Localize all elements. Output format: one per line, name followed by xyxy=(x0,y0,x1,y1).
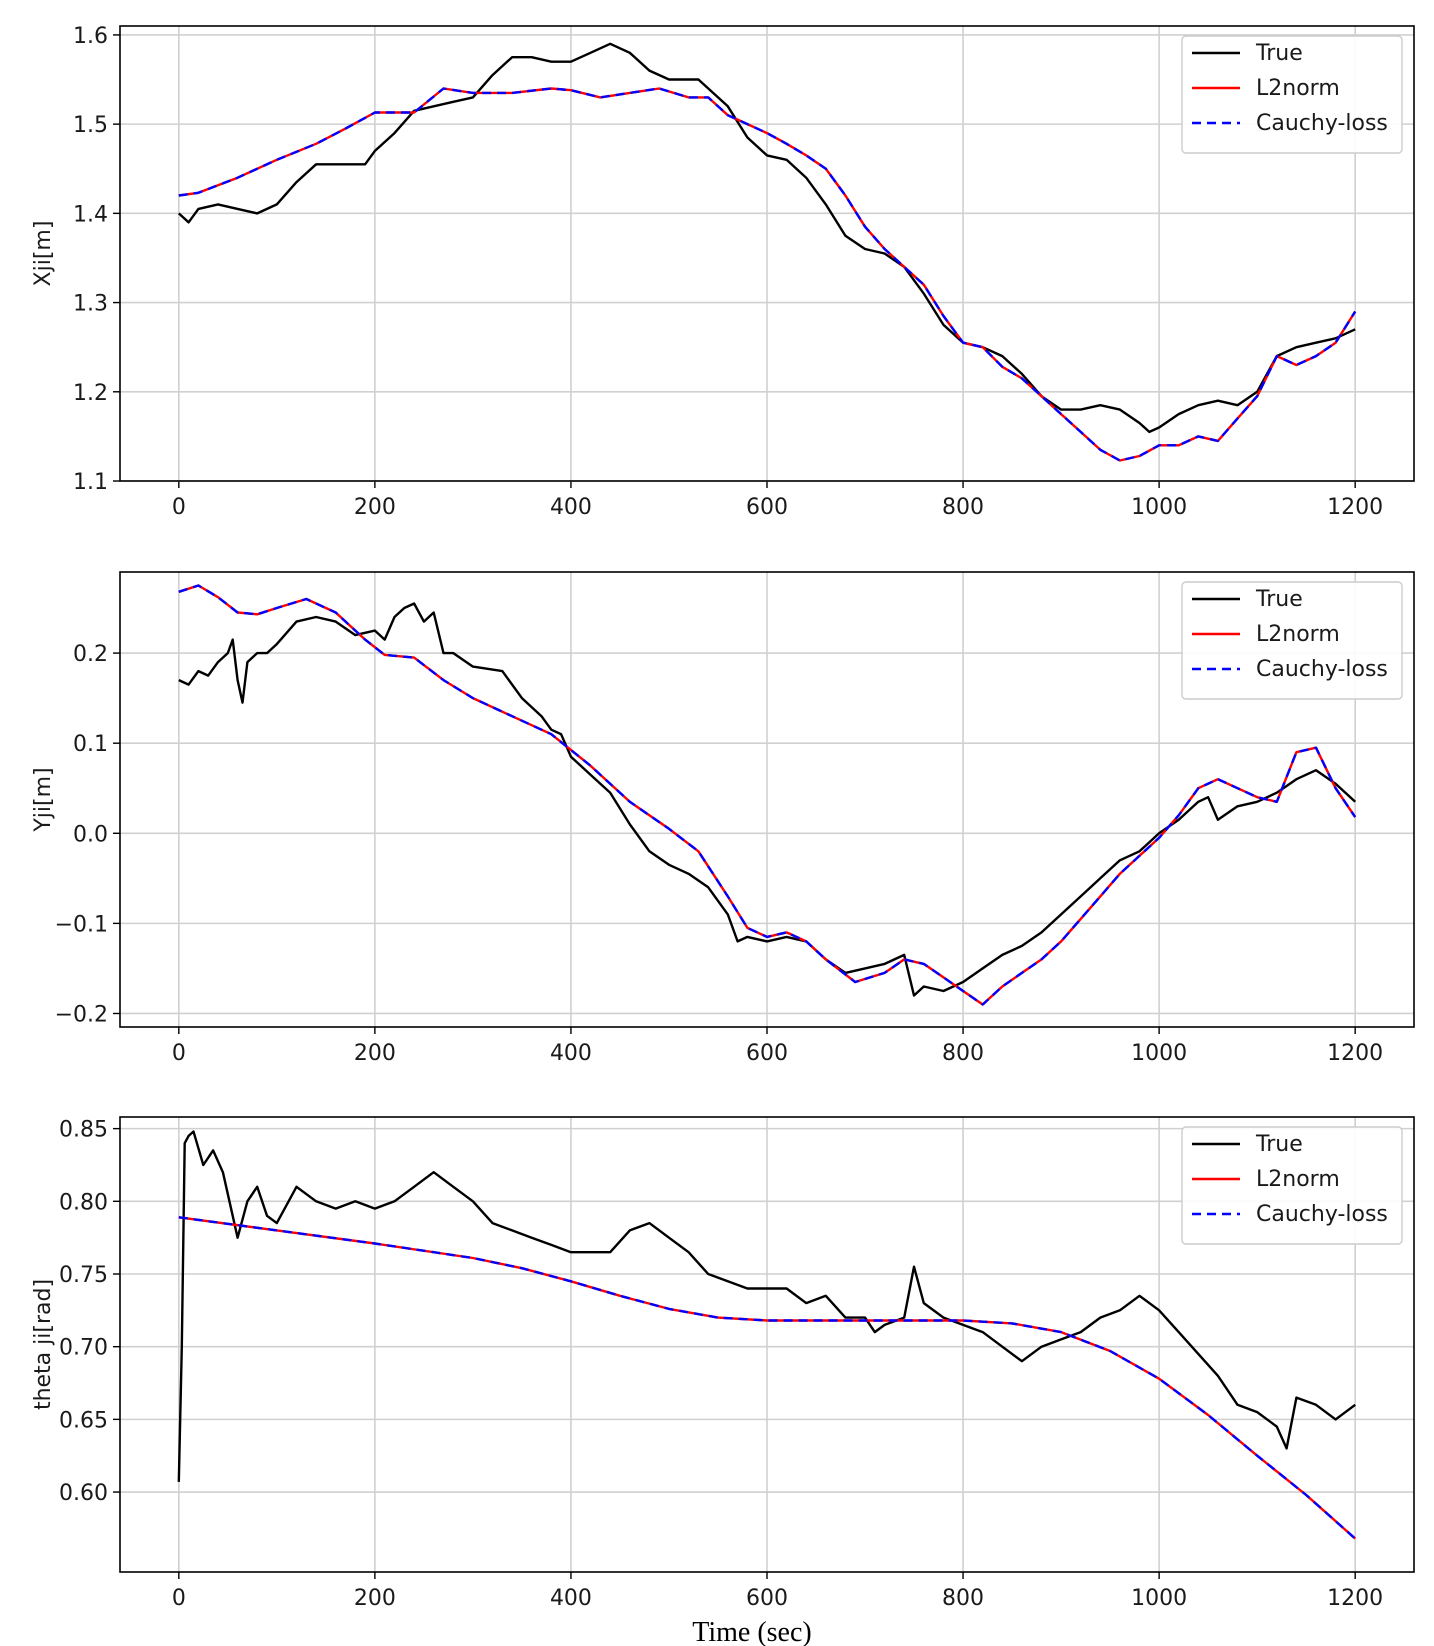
plot-x-ylabel: Xji[m] xyxy=(31,221,56,287)
plot-x-ytick-label: 1.1 xyxy=(73,470,108,495)
plot-x-xtick-label: 800 xyxy=(942,495,984,520)
plot-x-xtick-label: 600 xyxy=(746,495,788,520)
plot-theta-ytick-label: 0.80 xyxy=(59,1190,108,1215)
plot-theta-ytick-label: 0.60 xyxy=(59,1481,108,1506)
plot-theta-ylabel: theta ji[rad] xyxy=(31,1279,56,1410)
plot-y-series-true xyxy=(178,602,1357,997)
plot-theta-xtick-label: 800 xyxy=(942,1586,984,1611)
plot-y-ytick-label: 0.0 xyxy=(73,822,108,847)
plot-theta-xtick-label: 400 xyxy=(550,1586,592,1611)
plot-theta-legend-label: True xyxy=(1255,1132,1303,1157)
plot-theta-xtick-label: 600 xyxy=(746,1586,788,1611)
plot-theta-xtick-label: 200 xyxy=(354,1586,396,1611)
plot-y-xtick-label: 1200 xyxy=(1327,1041,1383,1066)
plot-x-xtick-label: 0 xyxy=(172,495,186,520)
plot-y-xtick-label: 200 xyxy=(354,1041,396,1066)
plot-x-ytick-label: 1.3 xyxy=(73,292,108,317)
plot-x-legend-label: Cauchy-loss xyxy=(1256,111,1388,136)
plot-theta-series-true xyxy=(177,1130,1356,1482)
plot-y-legend-label: True xyxy=(1255,587,1303,612)
plot-theta-ytick-label: 0.75 xyxy=(59,1263,108,1288)
plot-y-xtick-label: 800 xyxy=(942,1041,984,1066)
plot-y-ytick-label: 0.1 xyxy=(73,732,108,757)
plot-x-frame xyxy=(119,25,1415,482)
plot-y-legend-label: Cauchy-loss xyxy=(1256,657,1388,682)
plot-theta-xtick-label: 1000 xyxy=(1131,1586,1187,1611)
subplot-y: 0 200 400 600 800 1000 1200 −0.2 −0.1 0.0 0.1 0.2 Yj… xyxy=(31,571,1415,1066)
plot-x-xtick-label: 1000 xyxy=(1131,495,1187,520)
plot-theta-frame xyxy=(119,1116,1415,1573)
plot-theta-legend-label: Cauchy-loss xyxy=(1256,1202,1388,1227)
plot-x-ytick-label: 1.6 xyxy=(73,24,108,49)
plot-y-ytick-label: −0.1 xyxy=(55,912,108,937)
subplot-theta: 0 200 400 600 800 1000 1200 0.60 0.65 0.70 0.75 0.8… xyxy=(31,1116,1415,1611)
plot-x-ytick-label: 1.2 xyxy=(73,381,108,406)
plot-x-legend-label: L2norm xyxy=(1256,76,1340,101)
plot-y-xtick-label: 1000 xyxy=(1131,1041,1187,1066)
plot-theta-xtick-label: 0 xyxy=(172,1586,186,1611)
plot-y-ylabel: Yji[m] xyxy=(31,767,56,832)
plot-x-series-true xyxy=(177,42,1356,434)
plot-y-ytick-label: 0.2 xyxy=(73,642,108,667)
plot-x-ytick-label: 1.4 xyxy=(73,202,108,227)
plot-theta-ytick-label: 0.85 xyxy=(59,1118,108,1143)
plot-y-xtick-label: 400 xyxy=(550,1041,592,1066)
plot-y-frame xyxy=(119,571,1415,1028)
subplot-x: 0 200 400 600 800 1000 1200 1.1 1.2 1.3 1.4 1.5 1.6 X… xyxy=(31,24,1415,520)
plot-y-xtick-label: 0 xyxy=(172,1041,186,1066)
plot-theta-series-cauchy-loss xyxy=(178,1216,1356,1540)
plot-x-xtick-label: 200 xyxy=(354,495,396,520)
plot-theta-ytick-label: 0.70 xyxy=(59,1336,108,1361)
plot-x-xtick-label: 400 xyxy=(550,495,592,520)
plot-y-series-cauchy-loss xyxy=(178,584,1357,1006)
plot-y-xtick-label: 600 xyxy=(746,1041,788,1066)
plot-x-series-cauchy-loss xyxy=(178,87,1357,462)
plot-x-ytick-label: 1.5 xyxy=(73,113,108,138)
plot-y-legend-label: L2norm xyxy=(1256,622,1340,647)
plot-theta-ytick-label: 0.65 xyxy=(59,1408,108,1433)
plot-x-xtick-label: 1200 xyxy=(1327,495,1383,520)
plot-theta-legend-label: L2norm xyxy=(1256,1167,1340,1192)
x-axis-title: Time (sec) xyxy=(692,1617,812,1646)
plot-y-ytick-label: −0.2 xyxy=(55,1002,108,1027)
plot-x-legend-label: True xyxy=(1255,41,1303,66)
plot-theta-xtick-label: 1200 xyxy=(1327,1586,1383,1611)
